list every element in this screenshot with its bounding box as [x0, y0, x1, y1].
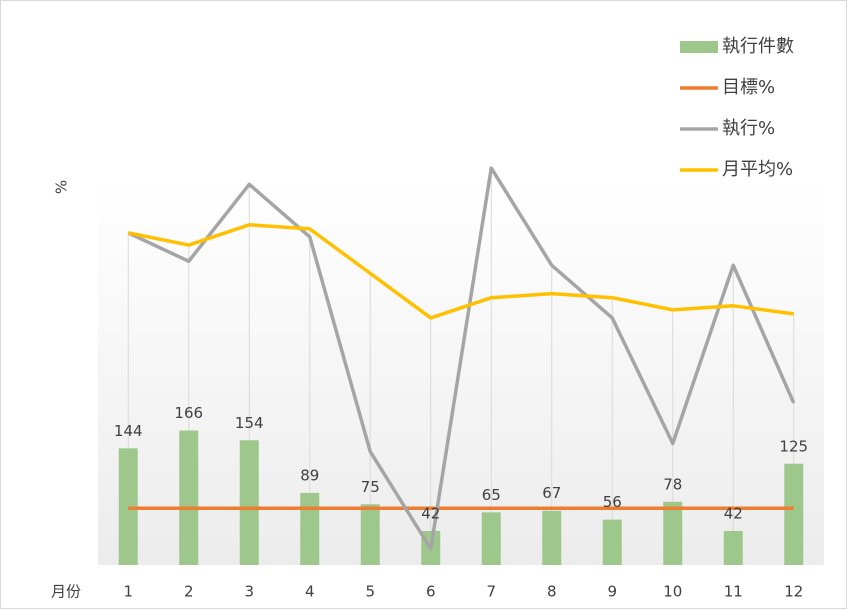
bar: [360, 504, 380, 565]
line: [127, 223, 794, 320]
legend-label: 執行%: [722, 118, 775, 139]
data-label: 78: [663, 475, 682, 493]
bar: [300, 492, 320, 565]
data-label: 42: [421, 504, 440, 522]
data-label: 42: [724, 504, 743, 522]
x-tick-label: 3: [244, 583, 254, 601]
data-label: 65: [482, 486, 501, 504]
bar: [179, 430, 199, 565]
plot-area: [98, 180, 824, 565]
x-tick-label: 2: [184, 583, 194, 601]
data-label: 75: [361, 478, 380, 496]
bar: [542, 510, 562, 565]
line: [127, 166, 796, 551]
bar: [663, 501, 683, 565]
bar: [723, 530, 743, 565]
x-tick-label: 4: [305, 583, 315, 601]
x-tick-label: 7: [486, 583, 496, 601]
data-label: 67: [542, 484, 561, 502]
x-tick-label: 6: [426, 583, 436, 601]
legend-label: 月平均%: [722, 159, 793, 180]
legend-label: 執行件數: [722, 36, 794, 57]
x-tick-label: 12: [784, 583, 803, 601]
x-tick-label: 8: [547, 583, 557, 601]
y2-axis-label: %: [53, 180, 71, 194]
x-tick-label: 1: [123, 583, 133, 601]
data-label: 166: [174, 404, 203, 422]
bar: [481, 512, 501, 565]
legend-swatch: [680, 41, 718, 53]
data-label: 144: [114, 422, 143, 440]
bar: [602, 519, 622, 565]
x-axis-label: 月份: [51, 583, 81, 601]
x-tick-label: 5: [365, 583, 375, 601]
x-tick-label: 9: [607, 583, 617, 601]
data-label: 89: [300, 466, 319, 484]
x-tick-label: 10: [663, 583, 682, 601]
x-tick-label: 11: [724, 583, 743, 601]
bar: [239, 440, 259, 565]
data-label: 56: [603, 493, 622, 511]
data-label: 125: [779, 437, 808, 455]
data-label: 154: [235, 414, 264, 432]
legend-label: 目標%: [722, 77, 775, 98]
bar: [784, 463, 804, 565]
